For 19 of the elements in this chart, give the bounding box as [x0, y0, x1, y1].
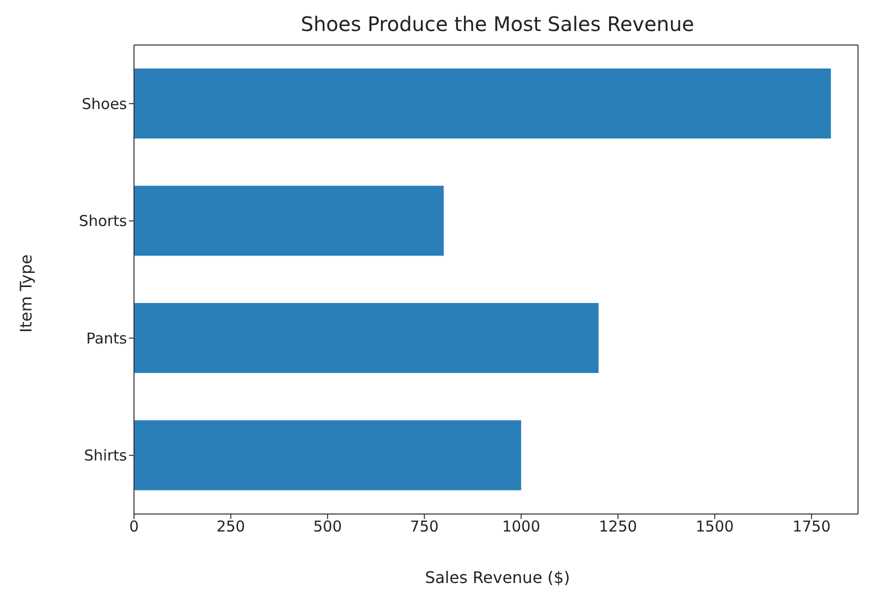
x-tick-label: 750	[410, 518, 439, 536]
bar	[134, 68, 831, 138]
x-tick-label: 1750	[792, 518, 831, 536]
y-tick-label: Pants	[86, 329, 128, 348]
x-tick-label: 250	[216, 518, 246, 536]
x-axis-title: Sales Revenue ($)	[424, 568, 572, 587]
x-tick-label: 500	[313, 518, 342, 536]
chart-title: Shoes Produce the Most Sales Revenue	[300, 12, 696, 36]
y-tick-label: Shirts	[84, 446, 128, 465]
bar	[134, 420, 522, 490]
x-tick-label: 1250	[598, 518, 638, 536]
bar	[134, 186, 444, 256]
x-tick-label: 0	[129, 518, 139, 536]
y-axis-title: Item Type	[16, 253, 36, 335]
bar	[134, 302, 599, 373]
x-tick-label: 1000	[502, 518, 540, 536]
x-tick-label: 1500	[696, 518, 734, 536]
y-tick-label: Shoes	[82, 94, 128, 113]
y-tick-label: Shorts	[78, 212, 128, 230]
